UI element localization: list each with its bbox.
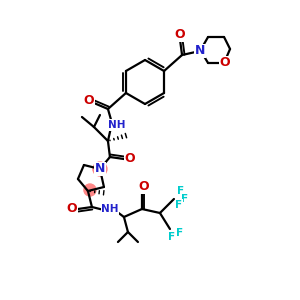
Text: F: F [182,194,188,204]
Text: N: N [95,163,105,176]
Circle shape [93,162,107,176]
Text: F: F [168,232,175,242]
Text: O: O [67,202,77,215]
Text: O: O [124,152,135,166]
Text: NH: NH [101,204,119,214]
Text: O: O [84,94,94,107]
Text: F: F [176,228,184,238]
Text: NH: NH [108,120,126,130]
Text: F: F [177,186,184,196]
Circle shape [84,184,96,196]
Text: F: F [176,200,182,210]
Text: O: O [175,28,185,41]
Text: O: O [220,56,230,70]
Text: O: O [139,181,149,194]
Text: N: N [195,44,205,58]
